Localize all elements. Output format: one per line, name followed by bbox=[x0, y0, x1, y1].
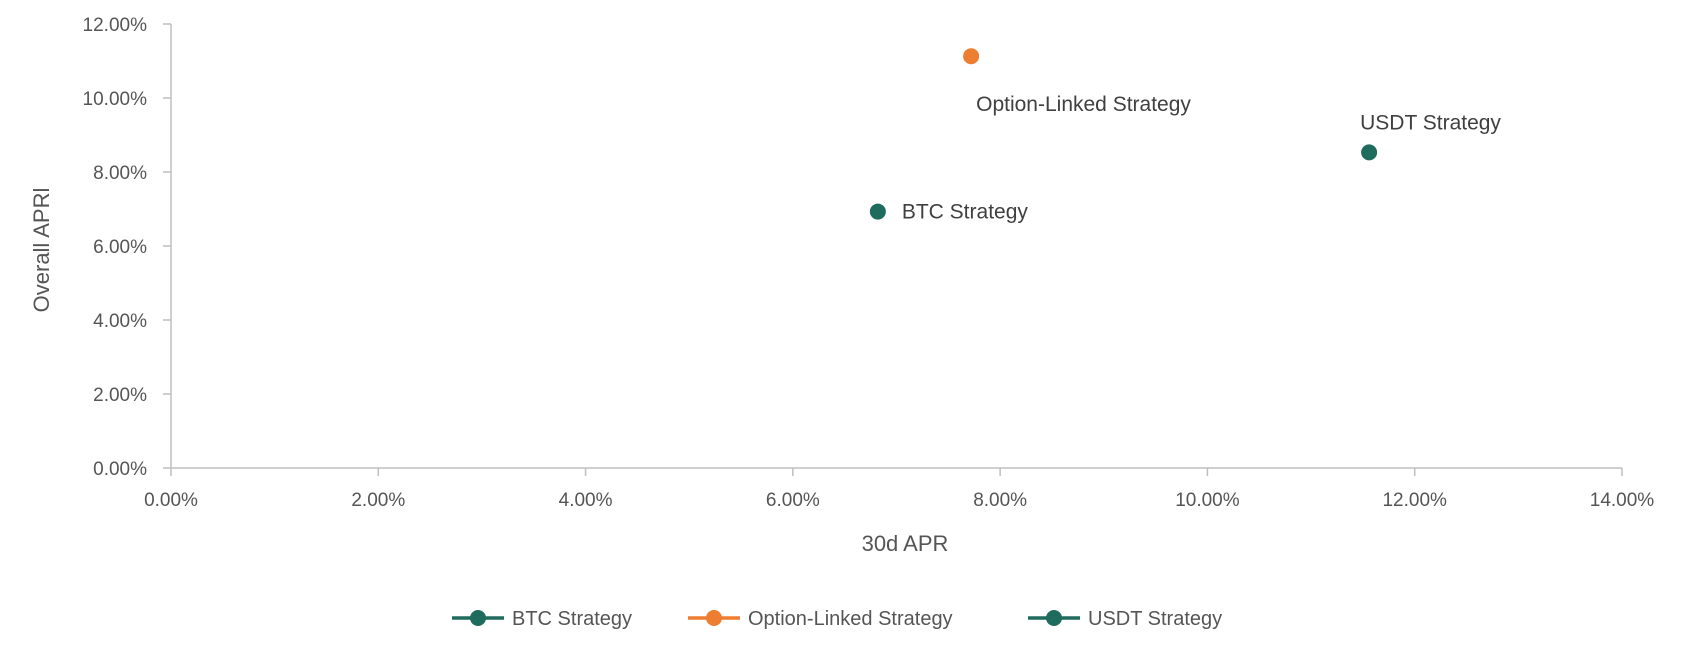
data-label: USDT Strategy bbox=[1360, 111, 1501, 134]
y-axis-title: Overall APRl bbox=[29, 188, 54, 313]
legend-label: USDT Strategy bbox=[1088, 608, 1222, 630]
data-labels: BTC Strategy Option-Linked Strategy USDT S… bbox=[902, 93, 1502, 223]
x-tick-label: 10.00% bbox=[1175, 490, 1240, 511]
x-tick-label: 12.00% bbox=[1382, 490, 1447, 511]
x-tick-label: 6.00% bbox=[766, 490, 820, 511]
y-tick-label: 2.00% bbox=[93, 385, 147, 406]
y-tick-label: 0.00% bbox=[93, 459, 147, 480]
tick-labels: 0.00% 2.00% 4.00% 6.00% 8.00% 10.00% 12.00% 0.0… bbox=[83, 15, 1655, 511]
data-label: Option-Linked Strategy bbox=[976, 93, 1191, 116]
axes bbox=[163, 23, 1623, 476]
data-point bbox=[1361, 144, 1378, 161]
y-tick-label: 12.00% bbox=[83, 15, 148, 36]
y-tick-label: 8.00% bbox=[93, 163, 147, 184]
x-tick-label: 2.00% bbox=[351, 490, 405, 511]
legend: BTC Strategy Option-Linked Strategy USDT S… bbox=[452, 608, 1222, 630]
legend-label: Option-Linked Strategy bbox=[748, 608, 953, 630]
legend-marker bbox=[1046, 610, 1062, 626]
x-axis-title: 30d APR bbox=[862, 531, 949, 556]
data-point bbox=[869, 203, 886, 220]
legend-marker bbox=[470, 610, 486, 626]
data-point bbox=[963, 48, 980, 65]
x-tick-label: 0.00% bbox=[144, 490, 198, 511]
y-tick-label: 10.00% bbox=[83, 89, 148, 110]
legend-label: BTC Strategy bbox=[512, 608, 632, 630]
x-tick-label: 14.00% bbox=[1590, 490, 1655, 511]
y-tick-label: 6.00% bbox=[93, 237, 147, 258]
y-tick-label: 4.00% bbox=[93, 311, 147, 332]
legend-marker bbox=[706, 610, 722, 626]
x-tick-label: 8.00% bbox=[973, 490, 1027, 511]
x-tick-label: 4.00% bbox=[559, 490, 613, 511]
data-points bbox=[869, 48, 1378, 220]
data-label: BTC Strategy bbox=[902, 201, 1029, 224]
